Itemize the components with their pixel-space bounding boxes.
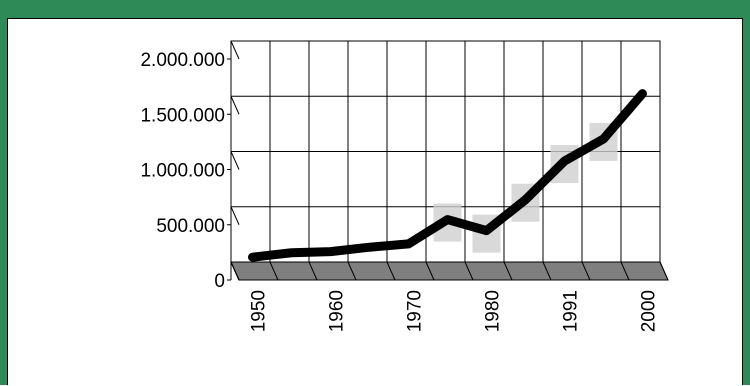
floor-divider [308, 261, 318, 281]
chart-floor [230, 261, 669, 281]
y-tick-label: 2.000.000 [140, 50, 225, 71]
floor-divider [503, 261, 513, 281]
data-point [446, 218, 449, 222]
plot-area: 2.000.000 1.500.000 1.000.000 500.000 0 1950… [7, 18, 743, 385]
data-series [248, 89, 647, 262]
floor-divider [386, 261, 396, 281]
data-point [407, 242, 410, 246]
data-point [329, 250, 332, 254]
y-tick-label: 1.500.000 [140, 105, 225, 126]
x-tick-label: 1970 [405, 290, 426, 332]
floor-divider [230, 261, 240, 281]
x-tick-label: 2000 [639, 290, 660, 332]
x-tick-label: 1950 [249, 290, 270, 332]
y-axis-ticks: 2.000.000 1.500.000 1.000.000 500.000 0 [140, 50, 231, 292]
gridline-horizontal-depth [230, 96, 240, 115]
data-point [524, 198, 527, 202]
data-point [485, 229, 488, 233]
floor-divider [269, 261, 279, 281]
data-point [290, 251, 293, 255]
floor-divider [347, 261, 357, 281]
y-tick-label: 1.000.000 [140, 161, 225, 182]
x-tick-label: 1960 [327, 290, 348, 332]
data-point [368, 245, 371, 249]
floor-divider [620, 261, 630, 281]
y-tick-label: 500.000 [156, 216, 225, 237]
line-chart: 2.000.000 1.500.000 1.000.000 500.000 0 1950… [140, 40, 669, 332]
floor-divider [542, 261, 552, 281]
x-tick-label: 1980 [483, 290, 504, 332]
floor-plane [230, 261, 669, 281]
x-axis-ticks: 1950 1960 1970 1980 1991 2000 [249, 290, 660, 332]
floor-divider [425, 261, 435, 281]
gridline-horizontal-depth [230, 151, 240, 170]
data-point [251, 255, 254, 259]
data-point [641, 92, 644, 96]
floor-divider [464, 261, 474, 281]
x-tick-label: 1991 [561, 290, 582, 332]
data-point [602, 137, 605, 141]
gridline-horizontal-depth [230, 40, 240, 60]
y-tick-label: 0 [214, 271, 225, 292]
gridline-horizontal-depth [230, 206, 240, 225]
data-point [563, 159, 566, 163]
floor-divider [581, 261, 591, 281]
floor-divider [659, 261, 669, 281]
